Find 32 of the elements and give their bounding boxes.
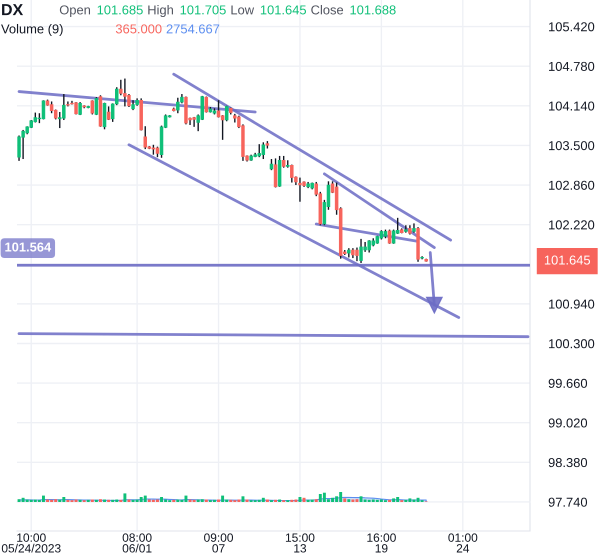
y-tick-label: 99.020 <box>548 418 588 428</box>
y-tick-label: 100.300 <box>549 339 594 348</box>
y-tick-label: 102.220 <box>549 220 594 230</box>
y-tick-label: 99.660 <box>548 378 588 388</box>
annotation: 101.685 <box>98 5 143 14</box>
x-tick-label: 10:00 05/24/2023 <box>2 533 61 553</box>
y-tick-label: 98.380 <box>548 458 588 468</box>
annotation: 365.000 <box>116 24 162 34</box>
annotation: High <box>148 4 173 18</box>
annotation: 101.705 <box>180 5 226 14</box>
chart-title: Volume (9) <box>1 24 63 36</box>
annotation: Close <box>311 4 344 14</box>
annotation: Open <box>60 5 90 18</box>
y-tick-label: 104.780 <box>549 62 594 71</box>
ref-line-label: 101.564 <box>5 242 52 252</box>
text: 101.645 <box>544 255 590 265</box>
annotation: Low <box>231 5 254 14</box>
x-tick-label: 15:00 13 <box>286 533 314 553</box>
annotation: 2754.667 <box>166 24 220 34</box>
x-tick-label: 16:00 19 <box>367 533 396 553</box>
x-tick-label: 09:00 07 <box>204 533 234 553</box>
y-tick-label: 104.140 <box>549 101 594 111</box>
y-tick-label: 105.420 <box>549 22 594 32</box>
chart-title: DX <box>2 4 24 16</box>
y-tick-label: 97.740 <box>548 498 588 507</box>
x-tick-label: 08:00 06/01 <box>122 533 152 553</box>
y-tick-label: 103.500 <box>549 141 594 150</box>
annotation: 101.645 <box>260 5 306 14</box>
annotation: 101.688 <box>350 5 396 14</box>
x-tick-label: 01:00 24 <box>448 533 478 552</box>
y-tick-label: 102.860 <box>549 180 594 190</box>
y-tick-label: 100.940 <box>549 300 594 309</box>
